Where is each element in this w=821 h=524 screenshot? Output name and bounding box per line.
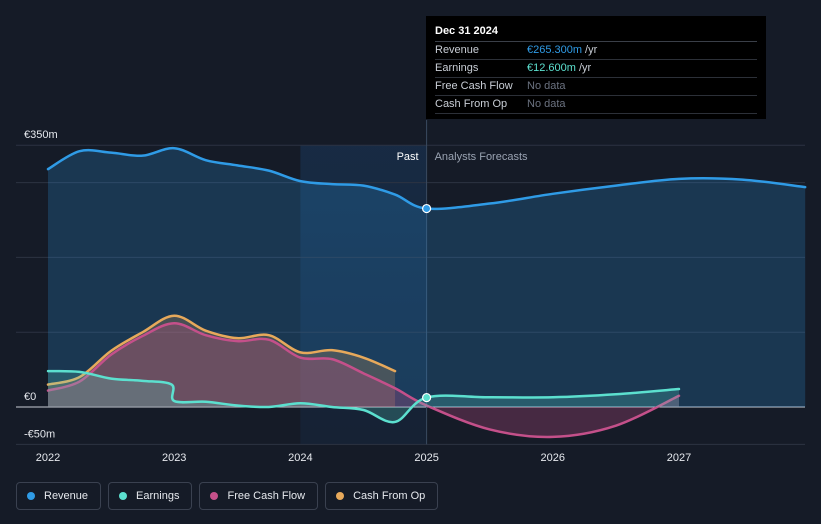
legend-dot-icon [336, 492, 345, 500]
y-tick-label: €350m [24, 129, 58, 141]
x-tick-label: 2023 [162, 452, 186, 464]
tooltip-value: €265.300m [527, 44, 583, 56]
x-tick-label: 2026 [541, 452, 565, 464]
tooltip-label: Revenue [435, 44, 480, 56]
series-line-earnings [46, 369, 681, 424]
tooltip-unit: /yr [578, 62, 592, 74]
tooltip-row-cash-from-op: Cash From Op No data [435, 96, 757, 114]
tooltip-label: Earnings [435, 62, 479, 74]
tooltip-value: No data [527, 98, 566, 110]
legend-label: Revenue [44, 490, 89, 502]
legend-item-earnings[interactable]: Earnings [108, 482, 193, 510]
tooltip-value: No data [527, 80, 566, 92]
y-tick-label: €0 [24, 391, 36, 403]
legend-label: Earnings [136, 490, 180, 502]
data-point-marker-earnings [422, 392, 432, 403]
tooltip-row-revenue: Revenue €265.300m /yr [435, 42, 757, 60]
past-label: Past [397, 151, 419, 163]
data-tooltip: Dec 31 2024 Revenue €265.300m /yr Earnin… [426, 16, 766, 119]
series-area-cash-from-op [48, 315, 396, 407]
tooltip-value: €12.600m [527, 62, 576, 74]
series-line-free-cash-flow [46, 321, 681, 439]
legend-item-revenue[interactable]: Revenue [16, 482, 102, 510]
chart-legend: Revenue Earnings Free Cash Flow Cash Fro… [16, 482, 439, 510]
legend-dot-icon [27, 492, 35, 500]
legend-item-free-cash-flow[interactable]: Free Cash Flow [199, 482, 319, 510]
x-tick-label: 2022 [36, 452, 60, 464]
analysts-forecasts-label: Analysts Forecasts [435, 151, 528, 163]
tooltip-unit: /yr [585, 44, 598, 56]
series-line-cash-from-op [46, 314, 397, 386]
tooltip-row-earnings: Earnings €12.600m /yr [435, 60, 757, 78]
series-line-revenue [46, 146, 807, 211]
series-area-free-cash-flow [48, 323, 679, 438]
tooltip-label: Free Cash Flow [435, 80, 513, 92]
legend-item-cash-from-op[interactable]: Cash From Op [325, 482, 439, 510]
legend-dot-icon [210, 492, 219, 500]
legend-label: Free Cash Flow [227, 490, 306, 502]
x-tick-label: 2027 [667, 452, 691, 464]
tooltip-row-free-cash-flow: Free Cash Flow No data [435, 78, 757, 96]
x-tick-label: 2025 [414, 452, 438, 464]
tooltip-date: Dec 31 2024 [435, 22, 757, 42]
x-tick-label: 2024 [288, 452, 312, 464]
y-tick-label: -€50m [24, 428, 55, 440]
data-point-marker-revenue [422, 203, 432, 214]
tooltip-label: Cash From Op [435, 98, 508, 110]
legend-label: Cash From Op [353, 490, 426, 502]
legend-dot-icon [119, 492, 128, 500]
